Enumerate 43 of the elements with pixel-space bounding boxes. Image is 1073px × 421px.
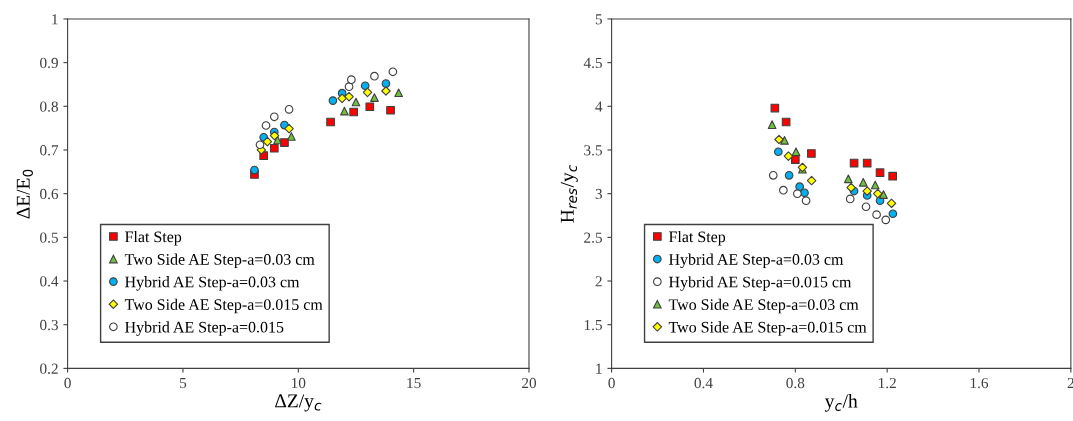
y-tick-label: 2.5 <box>584 232 602 243</box>
x-tick-label: 0.8 <box>786 377 805 389</box>
y-axis-title: H$_{res}$/y$_{c}$ <box>560 164 578 223</box>
x-tick-label: 5 <box>180 378 187 389</box>
x-tick-label: 15 <box>407 377 421 389</box>
legend-label: Hybrid AE Step-a=0.015 cm <box>668 276 852 291</box>
x-axis-title: y$_{c}$/h <box>824 394 858 412</box>
legend-label: Hybrid AE Step-a=0.03 cm <box>125 276 300 291</box>
legend-label: Two Side AE Step-a=0.03 cm <box>124 253 315 269</box>
legend-label: Hybrid AE Step-a=0.015 <box>125 321 284 336</box>
legend-label: Two Side AE Step-a=0.015 cm <box>668 321 867 336</box>
legend-label: Flat Step <box>125 230 182 246</box>
x-tick-label: 0 <box>608 377 615 389</box>
y-tick-label: 5 <box>595 14 602 25</box>
legend-label: Hybrid AE Step-a=0.03 cm <box>668 253 844 269</box>
x-tick-label: 0.4 <box>694 377 713 389</box>
y-tick-label: 4.5 <box>583 57 602 69</box>
y-tick-label: 1 <box>52 14 58 25</box>
x-tick-label: 10 <box>292 377 306 389</box>
y-tick-label: 4 <box>595 101 603 112</box>
x-tick-label: 20 <box>522 377 537 389</box>
y-tick-label: 1.5 <box>584 319 602 331</box>
y-tick-label: 0.7 <box>40 145 59 156</box>
y-axis-title: ΔE/E$_{0}$ <box>16 169 33 219</box>
legend-label: Two Side AE Step-a=0.03 cm <box>668 298 859 314</box>
x-tick-label: 1.2 <box>878 377 896 389</box>
y-tick-label: 0.2 <box>40 363 58 374</box>
x-tick-label: 2 <box>1067 377 1073 388</box>
legend-label: Two Side AE Step-a=0.015 cm <box>124 298 323 314</box>
y-tick-label: 2 <box>595 276 602 287</box>
y-tick-label: 0.4 <box>40 276 59 287</box>
x-tick-label: 1.6 <box>970 377 989 389</box>
y-tick-label: 0.6 <box>40 188 59 200</box>
legend-label: Flat Step <box>668 230 726 246</box>
y-tick-label: 0.5 <box>40 232 58 243</box>
x-axis-title: ΔZ/y$_{c}$ <box>275 394 322 412</box>
y-tick-label: 0.9 <box>40 57 58 69</box>
x-tick-label: 0 <box>64 377 71 389</box>
y-tick-label: 1 <box>596 363 602 374</box>
y-tick-label: 3 <box>595 188 602 200</box>
y-tick-label: 0.3 <box>40 319 58 331</box>
y-tick-label: 3.5 <box>584 145 602 156</box>
y-tick-label: 0.8 <box>40 101 58 112</box>
